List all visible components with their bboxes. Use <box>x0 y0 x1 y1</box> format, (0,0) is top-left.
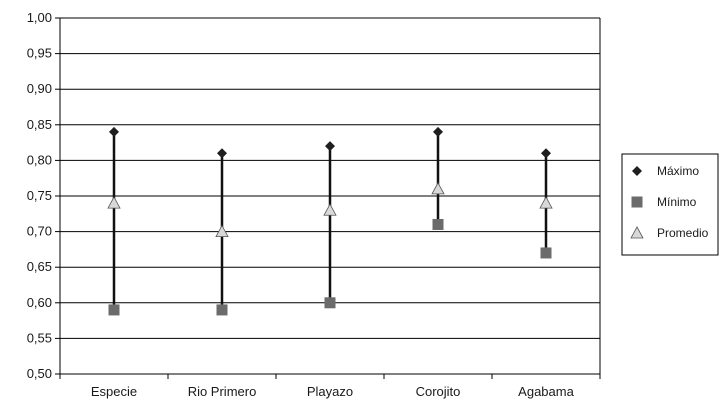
square-point <box>108 304 120 316</box>
range-lines <box>112 131 548 310</box>
square-point <box>540 247 552 259</box>
triangle-point <box>431 182 445 195</box>
legend-label: Mínimo <box>657 195 697 209</box>
x-category-label: Rio Primero <box>188 384 257 399</box>
square-point <box>324 297 336 309</box>
square-point <box>432 218 444 230</box>
y-axis-tick-labels: 0,50 0,55 0,60 0,65 0,70 0,75 0,80 0,85 0,90 0,95… <box>27 10 52 381</box>
y-tick-label: 0,85 <box>27 117 52 132</box>
diamond-point <box>433 126 443 137</box>
x-category-label: Playazo <box>307 384 353 399</box>
x-axis-category-labels: Especie Rio Primero Playazo Corojito Agabama <box>91 384 575 399</box>
diamond-point <box>217 148 227 159</box>
gridlines <box>55 17 601 379</box>
diamond-point <box>541 148 551 159</box>
y-tick-label: 0,50 <box>27 366 52 381</box>
y-tick-label: 0,70 <box>27 224 52 239</box>
data-points <box>107 126 553 316</box>
legend-label: Máximo <box>657 164 699 178</box>
y-tick-label: 0,95 <box>27 46 52 61</box>
y-tick-label: 0,90 <box>27 81 52 96</box>
y-tick-label: 0,80 <box>27 152 52 167</box>
y-tick-label: 0,75 <box>27 188 52 203</box>
y-tick-label: 0,55 <box>27 330 52 345</box>
legend: Máximo Mínimo Promedio <box>621 153 719 256</box>
x-category-label: Especie <box>91 384 137 399</box>
square-point <box>216 304 228 316</box>
y-tick-label: 0,60 <box>27 295 52 310</box>
legend-square-icon <box>631 196 643 208</box>
y-tick-label: 0,65 <box>27 259 52 274</box>
legend-label: Promedio <box>657 226 709 240</box>
x-category-label: Corojito <box>416 384 461 399</box>
diamond-point <box>109 126 119 137</box>
x-category-label: Agabama <box>518 384 574 399</box>
diamond-point <box>325 141 335 152</box>
triangle-point <box>215 224 229 238</box>
legend-triangle-icon <box>630 226 644 239</box>
legend-diamond-icon <box>632 166 642 176</box>
triangle-point <box>107 196 121 209</box>
y-tick-label: 1,00 <box>27 10 52 25</box>
triangle-point <box>323 203 337 216</box>
triangle-point <box>539 196 553 209</box>
